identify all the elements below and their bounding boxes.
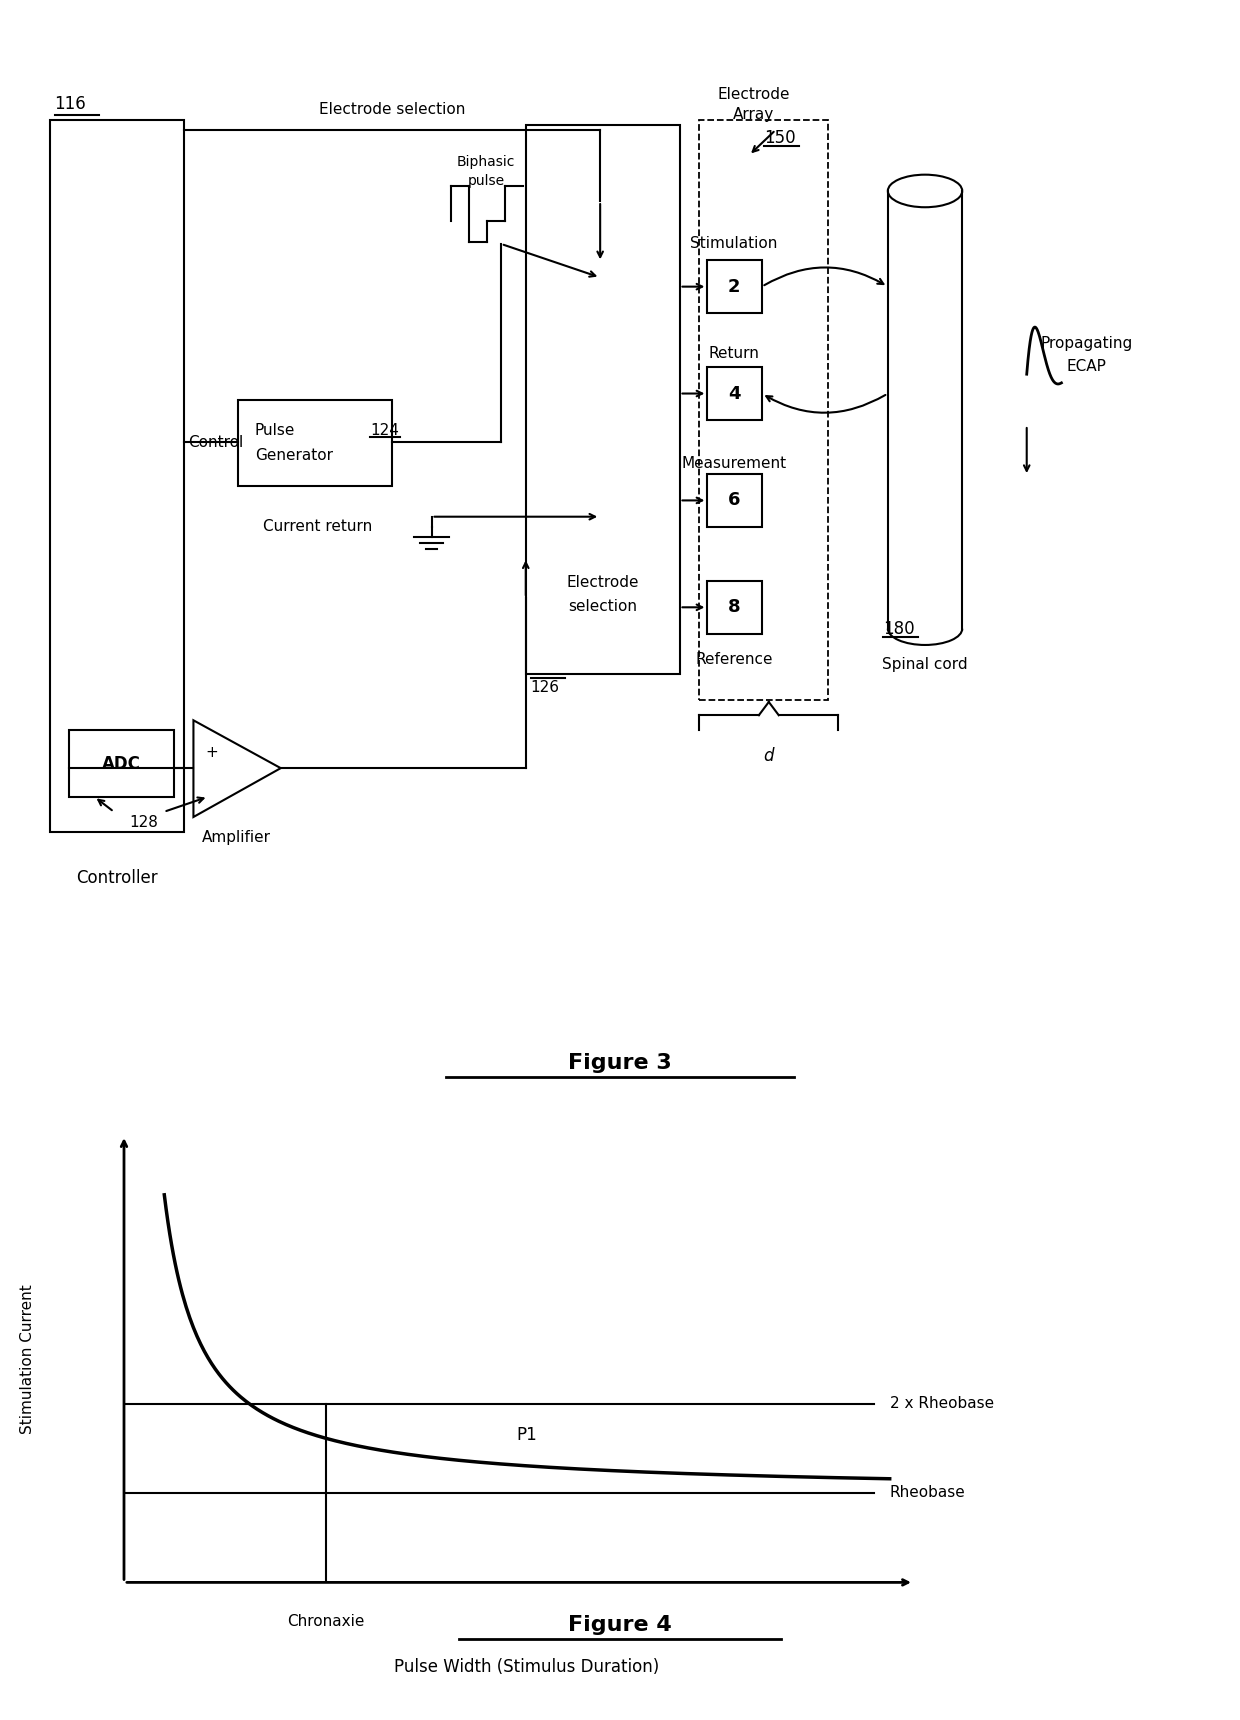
Text: Controller: Controller — [76, 869, 157, 888]
Text: d: d — [764, 746, 774, 765]
Text: +: + — [205, 745, 218, 760]
Text: Measurement: Measurement — [682, 456, 786, 471]
Text: Electrode: Electrode — [567, 576, 640, 590]
Text: Return: Return — [708, 346, 760, 361]
Text: P1: P1 — [517, 1426, 537, 1443]
Bar — [707, 475, 761, 526]
Text: Stimulation: Stimulation — [691, 236, 777, 251]
Text: Biphasic: Biphasic — [456, 155, 516, 170]
Text: Rheobase: Rheobase — [890, 1486, 966, 1500]
Text: pulse: pulse — [467, 174, 505, 187]
Text: ADC: ADC — [102, 755, 140, 772]
Text: Propagating: Propagating — [1040, 335, 1132, 351]
Text: Reference: Reference — [696, 652, 773, 667]
Text: ECAP: ECAP — [1066, 358, 1106, 373]
Text: 2 x Rheobase: 2 x Rheobase — [890, 1397, 993, 1410]
Text: 116: 116 — [55, 95, 87, 114]
Text: Pulse Width (Stimulus Duration): Pulse Width (Stimulus Duration) — [394, 1658, 660, 1677]
Bar — [707, 260, 761, 313]
Bar — [69, 731, 174, 796]
Text: Control: Control — [188, 435, 244, 451]
Text: 150: 150 — [764, 129, 796, 146]
Bar — [50, 120, 184, 832]
Text: Pulse: Pulse — [255, 423, 295, 437]
Text: 2: 2 — [728, 277, 740, 296]
Text: Chronaxie: Chronaxie — [286, 1613, 365, 1629]
Text: 124: 124 — [370, 423, 399, 437]
Text: 6: 6 — [728, 492, 740, 509]
Text: 128: 128 — [129, 815, 159, 829]
Text: Current return: Current return — [263, 519, 372, 535]
Text: Stimulation Current: Stimulation Current — [20, 1283, 35, 1434]
Text: Figure 4: Figure 4 — [568, 1615, 672, 1636]
Text: 4: 4 — [728, 385, 740, 402]
Bar — [707, 581, 761, 633]
Bar — [526, 126, 680, 674]
Text: selection: selection — [569, 599, 637, 614]
Text: Electrode: Electrode — [718, 86, 790, 101]
Text: 126: 126 — [531, 679, 559, 695]
Text: Electrode selection: Electrode selection — [319, 101, 465, 117]
Bar — [238, 399, 392, 487]
Bar — [699, 120, 828, 700]
Text: 180: 180 — [883, 619, 915, 638]
Text: Figure 3: Figure 3 — [568, 1053, 672, 1073]
Text: Generator: Generator — [255, 449, 334, 463]
Text: Spinal cord: Spinal cord — [882, 657, 968, 673]
Text: 8: 8 — [728, 599, 740, 616]
Bar — [707, 366, 761, 420]
Text: Array: Array — [733, 107, 775, 122]
Text: Amplifier: Amplifier — [202, 829, 270, 845]
